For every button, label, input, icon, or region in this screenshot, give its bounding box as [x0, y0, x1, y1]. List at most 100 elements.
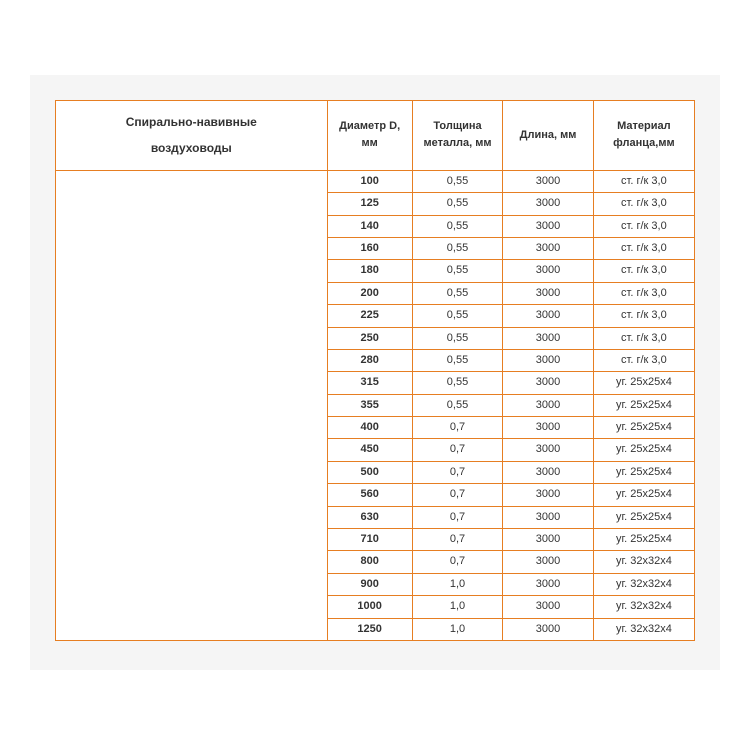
cell-diameter: 100 [327, 170, 412, 192]
cell-flange: уг. 32х32х4 [593, 618, 694, 640]
row-group-spacer [56, 170, 328, 640]
cell-diameter: 1000 [327, 596, 412, 618]
cell-thickness: 0,55 [412, 260, 503, 282]
cell-flange: уг. 25х25х4 [593, 529, 694, 551]
cell-flange: уг. 25х25х4 [593, 506, 694, 528]
cell-length: 3000 [503, 529, 594, 551]
cell-flange: уг. 25х25х4 [593, 394, 694, 416]
cell-flange: уг. 25х25х4 [593, 439, 694, 461]
cell-thickness: 1,0 [412, 596, 503, 618]
cell-thickness: 0,7 [412, 439, 503, 461]
cell-flange: ст. г/к 3,0 [593, 260, 694, 282]
col-header-length: Длина, мм [503, 101, 594, 171]
col-header-flange: Материал фланца,мм [593, 101, 694, 171]
cell-flange: уг. 32х32х4 [593, 596, 694, 618]
cell-diameter: 560 [327, 484, 412, 506]
cell-length: 3000 [503, 618, 594, 640]
cell-thickness: 0,55 [412, 394, 503, 416]
cell-flange: ст. г/к 3,0 [593, 282, 694, 304]
cell-flange: ст. г/к 3,0 [593, 215, 694, 237]
cell-thickness: 0,55 [412, 215, 503, 237]
cell-length: 3000 [503, 484, 594, 506]
cell-flange: уг. 32х32х4 [593, 573, 694, 595]
col-header-length-label: Длина, мм [520, 129, 577, 141]
cell-length: 3000 [503, 282, 594, 304]
cell-flange: ст. г/к 3,0 [593, 349, 694, 371]
table-title: Спирально-навивные воздуховоды [56, 101, 328, 171]
col-header-thickness: Толщина металла, мм [412, 101, 503, 171]
cell-diameter: 160 [327, 237, 412, 259]
cell-thickness: 0,7 [412, 551, 503, 573]
content-panel: Спирально-навивные воздуховоды Диаметр D… [30, 75, 720, 670]
cell-diameter: 280 [327, 349, 412, 371]
cell-length: 3000 [503, 327, 594, 349]
cell-length: 3000 [503, 461, 594, 483]
cell-diameter: 630 [327, 506, 412, 528]
col-header-diameter-label: Диаметр D, мм [339, 120, 400, 150]
cell-length: 3000 [503, 596, 594, 618]
cell-diameter: 450 [327, 439, 412, 461]
cell-thickness: 0,7 [412, 417, 503, 439]
cell-length: 3000 [503, 305, 594, 327]
cell-flange: ст. г/к 3,0 [593, 237, 694, 259]
cell-diameter: 225 [327, 305, 412, 327]
cell-thickness: 0,55 [412, 170, 503, 192]
col-header-diameter: Диаметр D, мм [327, 101, 412, 171]
cell-length: 3000 [503, 215, 594, 237]
title-line-2: воздуховоды [151, 141, 232, 155]
cell-thickness: 0,55 [412, 282, 503, 304]
cell-thickness: 0,55 [412, 305, 503, 327]
cell-length: 3000 [503, 506, 594, 528]
cell-thickness: 0,7 [412, 484, 503, 506]
cell-length: 3000 [503, 193, 594, 215]
cell-thickness: 0,55 [412, 327, 503, 349]
cell-diameter: 500 [327, 461, 412, 483]
cell-flange: ст. г/к 3,0 [593, 327, 694, 349]
cell-thickness: 0,7 [412, 506, 503, 528]
cell-diameter: 800 [327, 551, 412, 573]
cell-flange: уг. 32х32х4 [593, 551, 694, 573]
cell-length: 3000 [503, 260, 594, 282]
cell-diameter: 900 [327, 573, 412, 595]
header-row: Спирально-навивные воздуховоды Диаметр D… [56, 101, 695, 171]
cell-thickness: 1,0 [412, 618, 503, 640]
cell-length: 3000 [503, 394, 594, 416]
cell-thickness: 1,0 [412, 573, 503, 595]
cell-diameter: 140 [327, 215, 412, 237]
cell-diameter: 400 [327, 417, 412, 439]
table-row: 1000,553000ст. г/к 3,0 [56, 170, 695, 192]
cell-diameter: 710 [327, 529, 412, 551]
cell-thickness: 0,55 [412, 349, 503, 371]
cell-diameter: 125 [327, 193, 412, 215]
cell-thickness: 0,55 [412, 237, 503, 259]
cell-length: 3000 [503, 573, 594, 595]
cell-diameter: 250 [327, 327, 412, 349]
cell-flange: уг. 25х25х4 [593, 372, 694, 394]
cell-length: 3000 [503, 237, 594, 259]
cell-flange: ст. г/к 3,0 [593, 305, 694, 327]
cell-thickness: 0,55 [412, 372, 503, 394]
cell-length: 3000 [503, 551, 594, 573]
cell-flange: ст. г/к 3,0 [593, 193, 694, 215]
cell-diameter: 200 [327, 282, 412, 304]
cell-flange: уг. 25х25х4 [593, 417, 694, 439]
cell-thickness: 0,55 [412, 193, 503, 215]
cell-diameter: 315 [327, 372, 412, 394]
cell-length: 3000 [503, 349, 594, 371]
spec-table: Спирально-навивные воздуховоды Диаметр D… [55, 100, 695, 641]
cell-diameter: 180 [327, 260, 412, 282]
cell-length: 3000 [503, 372, 594, 394]
col-header-flange-label: Материал фланца,мм [613, 120, 674, 150]
cell-flange: ст. г/к 3,0 [593, 170, 694, 192]
cell-length: 3000 [503, 439, 594, 461]
table-body: 1000,553000ст. г/к 3,01250,553000ст. г/к… [56, 170, 695, 640]
cell-length: 3000 [503, 417, 594, 439]
cell-flange: уг. 25х25х4 [593, 461, 694, 483]
cell-diameter: 355 [327, 394, 412, 416]
cell-flange: уг. 25х25х4 [593, 484, 694, 506]
cell-length: 3000 [503, 170, 594, 192]
cell-thickness: 0,7 [412, 461, 503, 483]
title-line-1: Спирально-навивные [126, 115, 257, 129]
col-header-thickness-label: Толщина металла, мм [423, 120, 491, 150]
cell-diameter: 1250 [327, 618, 412, 640]
